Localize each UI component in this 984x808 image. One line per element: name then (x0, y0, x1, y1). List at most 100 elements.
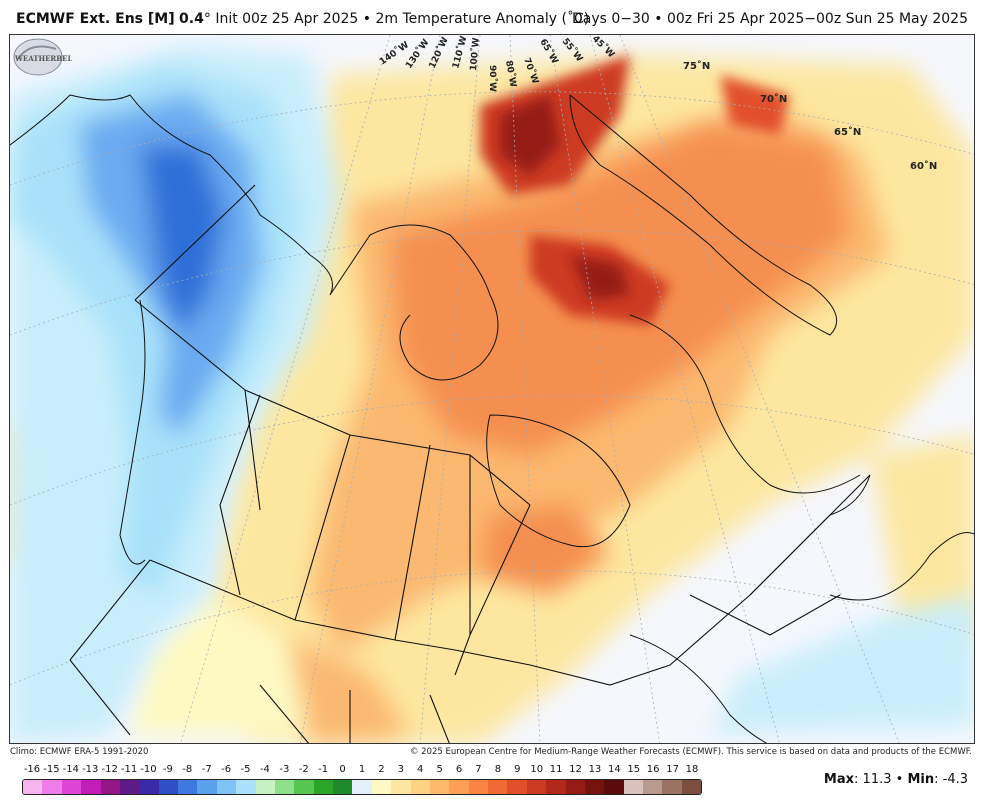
weatherbell-logo: WEATHERBELL (13, 38, 72, 76)
min-value: -4.3 (942, 772, 968, 787)
legend-swatch (158, 780, 178, 794)
legend-swatch (468, 780, 488, 794)
legend-label: -6 (221, 764, 232, 775)
anomaly-map: 75˚N 70˚N 65˚N 60˚N 140˚W 130˚W 120˚W 11… (9, 34, 975, 744)
legend-swatch (643, 780, 663, 794)
legend-swatch (371, 780, 392, 794)
model-name: ECMWF Ext. Ens [M] (16, 11, 175, 27)
legend-swatch (313, 780, 333, 794)
legend-label: -16 (23, 764, 41, 775)
stats-separator: • (895, 772, 904, 787)
legend-label: -1 (318, 764, 329, 775)
legend-swatch (274, 780, 295, 794)
legend-swatch (584, 780, 605, 794)
valid-range: 00z Fri 25 Apr 2025−00z Sun 25 May 2025 (666, 11, 968, 27)
max-label: Max (823, 772, 855, 787)
legend-label: -10 (140, 764, 157, 775)
legend-label: -2 (298, 764, 309, 775)
period-separator: • (654, 11, 663, 27)
legend-label: 6 (455, 764, 463, 775)
legend-swatch (565, 780, 585, 794)
min-label: Min (907, 772, 935, 787)
latitude-label-70: 70˚N (760, 93, 787, 105)
legend-swatch (526, 780, 547, 794)
legend-swatch (449, 780, 469, 794)
map-canvas: 75˚N 70˚N 65˚N 60˚N 140˚W 130˚W 120˚W 11… (10, 35, 974, 743)
legend-label: 11 (549, 764, 563, 775)
legend-label: 14 (607, 764, 621, 775)
latitude-label-65: 65˚N (834, 126, 861, 138)
legend-swatch (216, 780, 237, 794)
legend-colorbar (22, 779, 702, 795)
legend-label: -11 (120, 764, 138, 775)
legend-swatch (604, 780, 624, 794)
legend-label: 10 (530, 764, 544, 775)
longitude-label-90w: 90˚W (487, 65, 498, 92)
variable-name: 2m Temperature Anomaly (˚C) (375, 11, 590, 27)
max-value: 11.3 (862, 772, 892, 787)
svg-text:WEATHERBELL: WEATHERBELL (14, 54, 72, 63)
legend-swatch (42, 780, 62, 794)
longitude-label-100w: 100˚W (468, 37, 482, 71)
model-resolution: 0.4 (179, 11, 204, 27)
legend-label: -7 (201, 764, 212, 775)
legend-label: 9 (514, 764, 521, 775)
map-title: ECMWF Ext. Ens [M] 0.4° Init 00z 25 Apr … (16, 11, 589, 27)
legend-swatch (391, 780, 411, 794)
copyright-notice: © 2025 European Centre for Medium-Range … (409, 747, 972, 757)
latitude-label-60: 60˚N (910, 160, 937, 172)
legend-label: -13 (82, 764, 99, 775)
legend-swatch (333, 780, 353, 794)
legend-swatch (236, 780, 256, 794)
legend-swatch (139, 780, 159, 794)
legend-label: 5 (436, 764, 443, 775)
legend-swatch (61, 780, 82, 794)
legend-label: 18 (685, 764, 699, 775)
legend-swatch (623, 780, 643, 794)
legend-label: 13 (588, 764, 602, 775)
legend-swatch (100, 780, 120, 794)
legend-swatch (81, 780, 101, 794)
legend-swatch (178, 780, 198, 794)
resolution-unit: ° (203, 11, 211, 27)
legend-swatch (681, 780, 701, 794)
legend-label: 8 (494, 764, 502, 775)
legend-label: 16 (646, 764, 660, 775)
legend-label: 1 (358, 764, 366, 775)
init-time: Init 00z 25 Apr 2025 (215, 11, 359, 27)
legend-swatch (197, 780, 217, 794)
legend-label: 12 (569, 764, 582, 775)
legend-label: -15 (43, 764, 60, 775)
legend-label: -4 (259, 764, 270, 775)
legend-label: 4 (417, 764, 424, 775)
legend-swatch (507, 780, 527, 794)
legend-label: 2 (378, 764, 385, 775)
latitude-label-75: 75˚N (683, 60, 710, 72)
legend-label: 17 (666, 764, 679, 775)
legend-swatch (352, 780, 372, 794)
longitude-label-80w: 80˚W (503, 60, 519, 89)
legend-label: -14 (62, 764, 79, 775)
legend-swatch (546, 780, 566, 794)
legend-label: 15 (627, 764, 641, 775)
valid-period: Days 0−30 • 00z Fri 25 Apr 2025−00z Sun … (572, 11, 968, 27)
header: ECMWF Ext. Ens [M] 0.4° Init 00z 25 Apr … (0, 0, 984, 34)
legend-swatch (255, 780, 275, 794)
color-legend: -16 -15 -14 -13 -12 -11 -10 -9 -8 -7 -6 -5 -4 -3 -2 -1 0… (22, 764, 702, 798)
legend-label: -12 (101, 764, 118, 775)
forecast-days: Days 0−30 (571, 11, 650, 27)
legend-swatch (662, 780, 682, 794)
footer: Climo: ECMWF ERA-5 1991-2020 © 2025 Euro… (0, 745, 984, 759)
legend-label: 7 (475, 764, 482, 775)
legend-swatch (488, 780, 508, 794)
legend-label: -3 (279, 764, 290, 775)
legend-swatch (410, 780, 430, 794)
cold-deep-anomaly (80, 95, 260, 435)
legend-swatch (294, 780, 314, 794)
title-separator: • (362, 11, 372, 27)
legend-label: -5 (240, 764, 251, 775)
legend-label: 0 (339, 764, 346, 775)
legend-label: -9 (162, 764, 173, 775)
legend-swatch (429, 780, 450, 794)
max-min-stats: Max: 11.3 • Min: -4.3 (823, 772, 968, 787)
